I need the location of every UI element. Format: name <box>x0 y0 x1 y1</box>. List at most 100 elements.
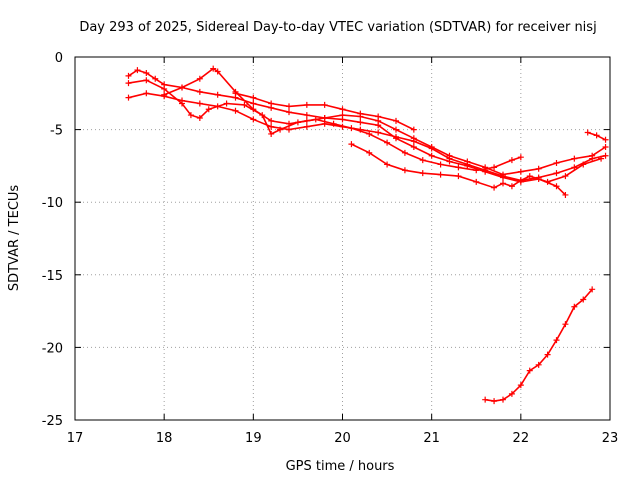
data-point <box>508 183 515 190</box>
data-point <box>535 165 542 172</box>
data-point <box>375 113 382 120</box>
data-point <box>187 112 194 119</box>
data-point <box>196 88 203 95</box>
data-point <box>232 107 239 114</box>
data-point <box>321 114 328 121</box>
data-point <box>303 101 310 108</box>
data-point <box>143 69 150 76</box>
x-tick-label: 17 <box>67 431 84 446</box>
x-axis-label: GPS time / hours <box>286 459 395 474</box>
series-track-8 <box>482 286 596 405</box>
series-track-6 <box>348 141 605 191</box>
data-point <box>179 84 185 91</box>
data-point <box>593 132 600 139</box>
data-point <box>384 139 391 146</box>
data-point <box>205 106 212 113</box>
data-point <box>277 126 284 133</box>
data-point <box>161 91 168 98</box>
data-point <box>241 101 248 108</box>
data-point <box>214 68 221 75</box>
data-point <box>330 120 337 127</box>
data-point <box>366 149 373 156</box>
series-track-5 <box>232 90 417 133</box>
data-point <box>134 67 141 74</box>
data-point <box>410 135 417 142</box>
x-tick-label: 19 <box>245 431 262 446</box>
data-point <box>517 154 524 161</box>
data-series <box>125 65 609 405</box>
data-point <box>161 85 168 92</box>
data-point <box>517 168 524 175</box>
data-point <box>393 126 399 133</box>
chart-title: Day 293 of 2025, Sidereal Day-to-day VTE… <box>79 20 596 35</box>
data-point <box>303 112 310 119</box>
data-point <box>544 351 551 358</box>
data-point <box>598 155 605 162</box>
data-point <box>428 152 435 159</box>
data-point <box>580 296 587 303</box>
data-point <box>366 130 373 137</box>
data-point <box>571 155 578 162</box>
data-point <box>602 152 609 159</box>
y-tick-label: -25 <box>42 414 63 429</box>
data-point <box>526 367 533 374</box>
data-point <box>357 110 364 117</box>
data-point <box>143 77 150 84</box>
data-point <box>500 180 506 187</box>
data-point <box>125 94 132 101</box>
data-point <box>250 100 257 107</box>
series-line <box>128 69 566 196</box>
data-point <box>196 75 203 82</box>
data-point <box>348 141 355 148</box>
x-tick-label: 22 <box>513 431 530 446</box>
data-point <box>210 65 217 72</box>
series-track-1 <box>125 67 569 198</box>
data-point <box>125 72 132 79</box>
data-point <box>580 161 587 168</box>
series-line <box>163 67 606 176</box>
data-point <box>223 100 230 107</box>
data-point <box>401 167 408 174</box>
data-point <box>410 126 417 133</box>
data-point <box>250 106 257 113</box>
data-point <box>303 123 310 130</box>
data-point <box>339 106 346 113</box>
data-point <box>553 183 560 190</box>
data-point <box>250 94 257 101</box>
data-point <box>437 161 444 168</box>
y-tick-label: -20 <box>42 341 63 356</box>
series-track-7 <box>584 129 609 143</box>
data-point <box>419 157 426 164</box>
y-axis-label: SDTVAR / TECUs <box>7 185 22 292</box>
data-point <box>482 396 489 403</box>
data-point <box>268 100 275 107</box>
data-point <box>286 109 292 116</box>
data-point <box>268 117 275 124</box>
data-point <box>419 170 426 177</box>
data-point <box>491 184 498 191</box>
data-point <box>152 75 159 82</box>
data-point <box>535 361 542 368</box>
x-tick-label: 20 <box>334 431 351 446</box>
data-point <box>589 152 596 159</box>
data-point <box>428 144 435 151</box>
data-point <box>437 171 444 178</box>
data-point <box>321 101 328 108</box>
data-point <box>214 91 221 98</box>
y-tick-label: -5 <box>50 124 63 139</box>
data-point <box>196 114 203 121</box>
data-point <box>303 117 310 124</box>
data-point <box>393 117 399 124</box>
data-point <box>562 191 569 198</box>
axis-ticks: 17 18 19 20 21 22 23 0 -5 -10 -15 -20 -25 <box>42 51 619 446</box>
data-point <box>455 164 462 171</box>
data-point <box>500 396 506 403</box>
data-point <box>584 129 591 136</box>
data-point <box>232 90 239 97</box>
data-point <box>473 167 480 174</box>
data-point <box>491 398 498 405</box>
data-point <box>179 100 185 107</box>
data-point <box>268 130 275 137</box>
series-line <box>485 288 593 402</box>
data-point <box>143 90 150 97</box>
